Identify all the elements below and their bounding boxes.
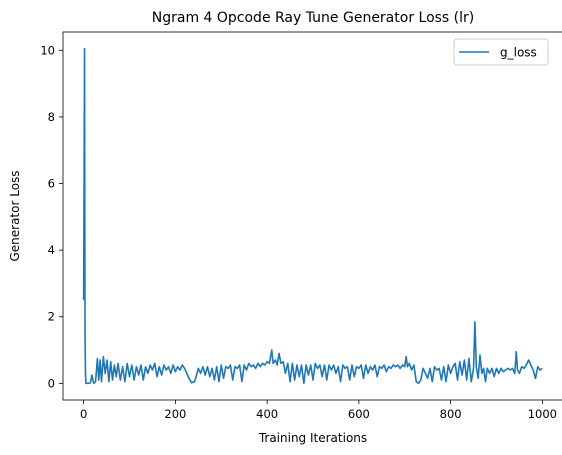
series-line-g-loss <box>82 47 543 385</box>
y-tick-label: 4 <box>48 243 55 257</box>
legend: g_loss <box>453 38 549 66</box>
axes-frame <box>62 31 562 401</box>
plot-area <box>62 31 562 401</box>
x-tick-label: 800 <box>440 407 462 421</box>
x-axis-ticks: 0 200 400 600 800 1000 <box>80 400 557 421</box>
x-axis-label: Training Iterations <box>258 431 367 445</box>
x-tick-label: 0 <box>80 407 87 421</box>
x-tick-label: 400 <box>256 407 278 421</box>
x-tick-label: 1000 <box>528 407 557 421</box>
legend-box <box>453 38 549 66</box>
y-tick-label: 6 <box>48 177 55 191</box>
legend-label-g-loss: g_loss <box>500 46 537 60</box>
y-axis-label: Generator Loss <box>8 170 22 261</box>
y-axis-ticks: 0 2 4 6 8 10 <box>40 43 63 390</box>
x-tick-label: 600 <box>348 407 370 421</box>
y-tick-label: 8 <box>48 110 55 124</box>
y-tick-label: 10 <box>40 43 55 57</box>
y-tick-label: 0 <box>48 376 55 390</box>
chart-title: Ngram 4 Opcode Ray Tune Generator Loss (… <box>152 10 475 26</box>
y-tick-label: 2 <box>48 310 55 324</box>
x-tick-label: 200 <box>164 407 186 421</box>
